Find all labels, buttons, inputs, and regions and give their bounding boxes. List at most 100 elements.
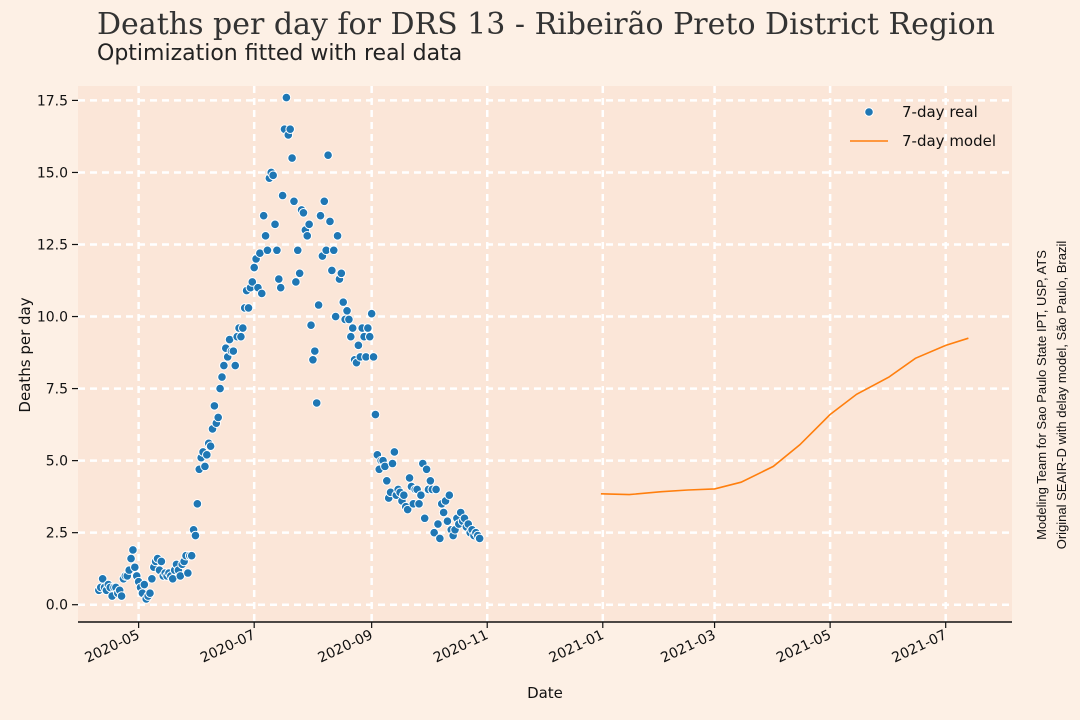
data-point <box>308 354 318 365</box>
data-point <box>277 190 288 201</box>
legend: 7-day real 7-day model <box>850 103 996 150</box>
data-point <box>256 288 267 299</box>
data-point <box>128 545 138 555</box>
data-point <box>315 210 326 221</box>
credit-line-2: Original SEAIR-D with delay model, São P… <box>1054 241 1069 550</box>
y-tick-label: 15.0 <box>37 165 68 181</box>
model-line <box>600 337 969 496</box>
data-point <box>368 352 379 362</box>
data-point <box>311 398 322 408</box>
y-tick-label: 17.5 <box>37 93 68 109</box>
x-ticks: 2020-05 2020-07 2020-09 2020-11 2021-01 2021-… <box>83 622 950 666</box>
data-point <box>399 490 409 501</box>
data-point <box>202 450 212 460</box>
data-point <box>438 507 449 518</box>
data-point <box>431 484 441 495</box>
x-tick-label: 2021-05 <box>774 627 834 666</box>
data-point <box>433 519 443 529</box>
data-point <box>247 277 258 287</box>
data-point <box>429 527 439 538</box>
data-point <box>414 499 424 509</box>
data-point <box>292 245 303 256</box>
data-point <box>183 568 193 578</box>
data-point <box>404 473 415 483</box>
data-point <box>258 210 269 221</box>
y-tick-label: 7.5 <box>46 382 68 398</box>
data-point <box>419 513 430 524</box>
data-point <box>190 530 201 541</box>
legend-marker-real <box>864 107 874 117</box>
data-point <box>209 401 220 411</box>
data-point <box>444 490 455 501</box>
data-point <box>192 499 203 509</box>
data-point <box>344 314 354 325</box>
data-point <box>327 265 337 276</box>
x-tick-label: 2020-05 <box>83 627 143 666</box>
data-point <box>363 323 373 333</box>
data-point <box>366 308 377 319</box>
y-tick-label: 2.5 <box>46 526 68 542</box>
data-point <box>186 550 197 561</box>
data-point <box>281 92 292 103</box>
data-point <box>291 277 301 287</box>
data-point <box>325 216 335 227</box>
data-point <box>330 311 341 322</box>
data-point <box>285 124 295 135</box>
data-point <box>421 464 432 475</box>
data-point <box>298 207 309 218</box>
data-point <box>310 346 320 356</box>
data-point <box>389 447 400 457</box>
data-point <box>147 573 157 584</box>
data-point <box>126 553 136 564</box>
data-point <box>139 579 150 590</box>
data-point <box>156 556 167 567</box>
y-axis-label: Deaths per day <box>16 297 34 412</box>
data-point <box>215 383 225 394</box>
x-tick-label: 2021-07 <box>890 627 950 666</box>
data-point <box>219 360 229 371</box>
chart-title: Deaths per day for DRS 13 - Ribeirão Pre… <box>97 7 995 42</box>
x-tick-label: 2020-09 <box>316 627 376 666</box>
data-point <box>205 441 216 452</box>
data-point <box>272 245 282 256</box>
data-point <box>347 323 358 333</box>
x-tick-label: 2020-07 <box>198 627 258 666</box>
data-point <box>228 346 239 356</box>
data-point <box>275 282 286 293</box>
data-point <box>217 372 227 382</box>
data-point <box>268 170 278 181</box>
x-tick-label: 2020-11 <box>431 627 491 666</box>
data-point <box>328 245 339 256</box>
y-tick-label: 10.0 <box>37 310 68 326</box>
data-point <box>249 262 259 273</box>
y-tick-label: 5.0 <box>46 454 68 470</box>
data-point <box>306 320 316 330</box>
data-point <box>230 360 241 371</box>
data-point <box>304 219 314 230</box>
data-point <box>294 268 305 279</box>
data-point <box>382 475 392 486</box>
data-point <box>370 409 381 420</box>
data-point <box>353 340 364 351</box>
data-point <box>130 562 140 573</box>
data-point <box>364 331 375 342</box>
data-point <box>336 268 347 279</box>
legend-label: 7-day real <box>902 103 978 121</box>
y-tick-label: 0.0 <box>46 598 68 614</box>
data-point <box>260 231 271 241</box>
data-point <box>402 504 413 515</box>
data-point <box>289 196 299 207</box>
data-point <box>332 231 343 241</box>
data-point <box>145 588 155 598</box>
plot-background <box>78 86 1012 622</box>
data-point <box>270 219 280 230</box>
data-point <box>274 274 284 284</box>
data-point <box>302 231 313 241</box>
data-point <box>416 490 426 501</box>
x-axis-label: Date <box>527 684 563 702</box>
data-point <box>200 461 210 472</box>
data-point <box>387 458 398 469</box>
y-ticks: 0.0 2.5 5.0 7.5 10.0 12.5 15.0 17.5 <box>37 93 78 614</box>
data-point <box>342 305 352 316</box>
